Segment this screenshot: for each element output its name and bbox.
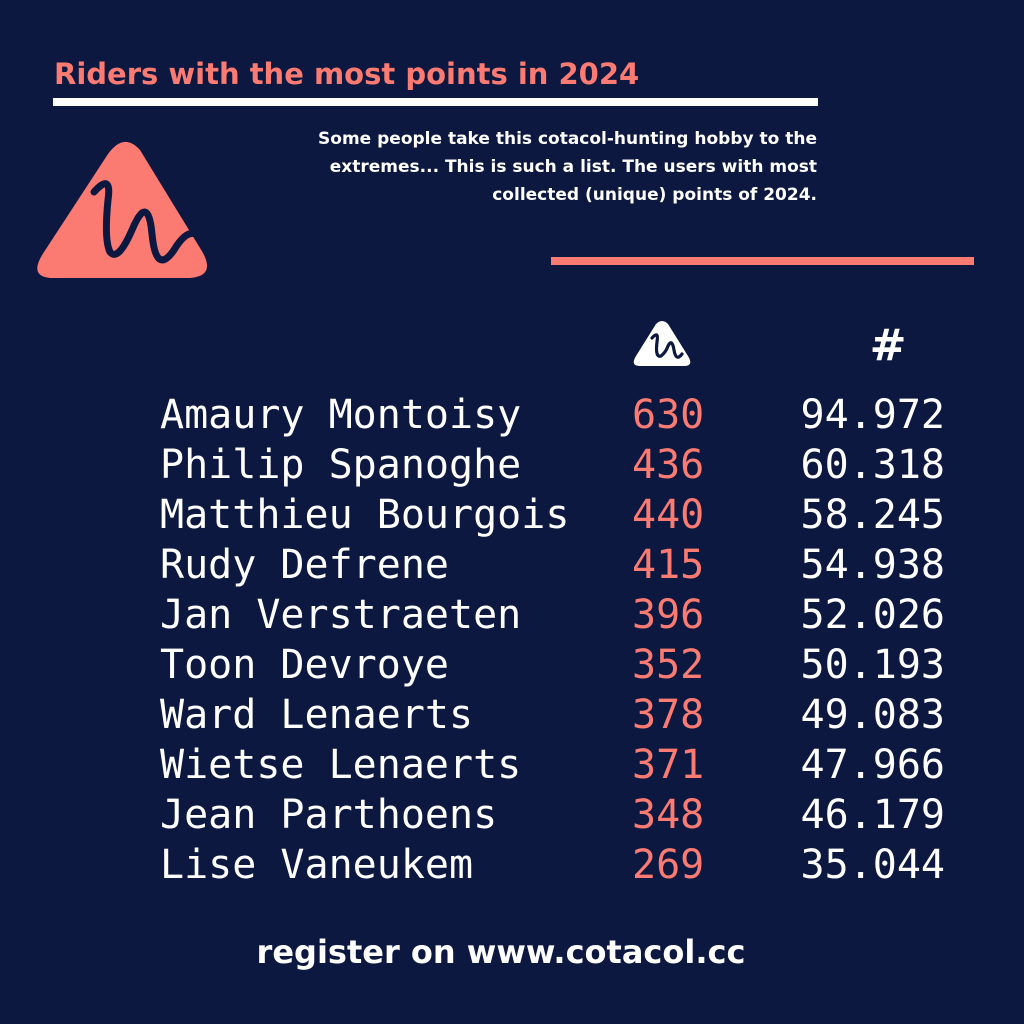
rider-points: 54.938 bbox=[800, 542, 946, 588]
rider-name: Amaury Montoisy bbox=[160, 392, 522, 438]
rider-name: Matthieu Bourgois bbox=[160, 492, 570, 538]
leaderboard-row: Lise Vaneukem 269 35.044 bbox=[160, 840, 960, 890]
rider-name: Ward Lenaerts bbox=[160, 692, 474, 738]
rider-peaks: 378 bbox=[632, 692, 705, 738]
rider-peaks: 415 bbox=[632, 542, 705, 588]
rider-points: 49.083 bbox=[800, 692, 946, 738]
rider-points: 35.044 bbox=[800, 842, 946, 888]
rider-points: 52.026 bbox=[800, 592, 946, 638]
rider-peaks: 371 bbox=[632, 742, 705, 788]
rider-points: 94.972 bbox=[800, 392, 946, 438]
intro-line: extremes... This is such a list. The use… bbox=[329, 157, 817, 177]
leaderboard-row: Jan Verstraeten 396 52.026 bbox=[160, 590, 960, 640]
intro-text: Some people take this cotacol-hunting ho… bbox=[217, 125, 817, 209]
rider-peaks: 348 bbox=[632, 792, 705, 838]
rider-peaks: 436 bbox=[632, 442, 705, 488]
intro-line: Some people take this cotacol-hunting ho… bbox=[318, 129, 817, 149]
leaderboard: Amaury Montoisy 630 94.972 Philip Spanog… bbox=[160, 390, 960, 890]
rider-name: Philip Spanoghe bbox=[160, 442, 522, 488]
rider-points: 50.193 bbox=[800, 642, 946, 688]
rider-name: Rudy Defrene bbox=[160, 542, 449, 588]
rider-peaks: 396 bbox=[632, 592, 705, 638]
leaderboard-row: Jean Parthoens 348 46.179 bbox=[160, 790, 960, 840]
rider-name: Jean Parthoens bbox=[160, 792, 498, 838]
rider-points: 46.179 bbox=[800, 792, 946, 838]
leaderboard-row: Philip Spanoghe 436 60.318 bbox=[160, 440, 960, 490]
cotacol-logo-icon bbox=[32, 132, 214, 284]
points-column-header: # bbox=[869, 320, 907, 371]
rider-name: Toon Devroye bbox=[160, 642, 449, 688]
leaderboard-row: Toon Devroye 352 50.193 bbox=[160, 640, 960, 690]
accent-divider bbox=[551, 257, 974, 265]
leaderboard-row: Matthieu Bourgois 440 58.245 bbox=[160, 490, 960, 540]
intro-line: collected (unique) points of 2024. bbox=[492, 185, 817, 205]
rider-points: 47.966 bbox=[800, 742, 946, 788]
leaderboard-row: Rudy Defrene 415 54.938 bbox=[160, 540, 960, 590]
rider-name: Jan Verstraeten bbox=[160, 592, 522, 638]
title-underline bbox=[53, 98, 818, 106]
rider-name: Wietse Lenaerts bbox=[160, 742, 522, 788]
leaderboard-row: Amaury Montoisy 630 94.972 bbox=[160, 390, 960, 440]
cotacol-mountain-icon bbox=[632, 318, 692, 368]
register-link-text: register on www.cotacol.cc bbox=[256, 933, 746, 971]
rider-peaks: 440 bbox=[632, 492, 705, 538]
page-title: Riders with the most points in 2024 bbox=[54, 57, 640, 91]
rider-peaks: 630 bbox=[632, 392, 705, 438]
rider-name: Lise Vaneukem bbox=[160, 842, 474, 888]
rider-points: 58.245 bbox=[800, 492, 946, 538]
rider-points: 60.318 bbox=[800, 442, 946, 488]
leaderboard-row: Ward Lenaerts 378 49.083 bbox=[160, 690, 960, 740]
rider-peaks: 269 bbox=[632, 842, 705, 888]
leaderboard-row: Wietse Lenaerts 371 47.966 bbox=[160, 740, 960, 790]
rider-peaks: 352 bbox=[632, 642, 705, 688]
